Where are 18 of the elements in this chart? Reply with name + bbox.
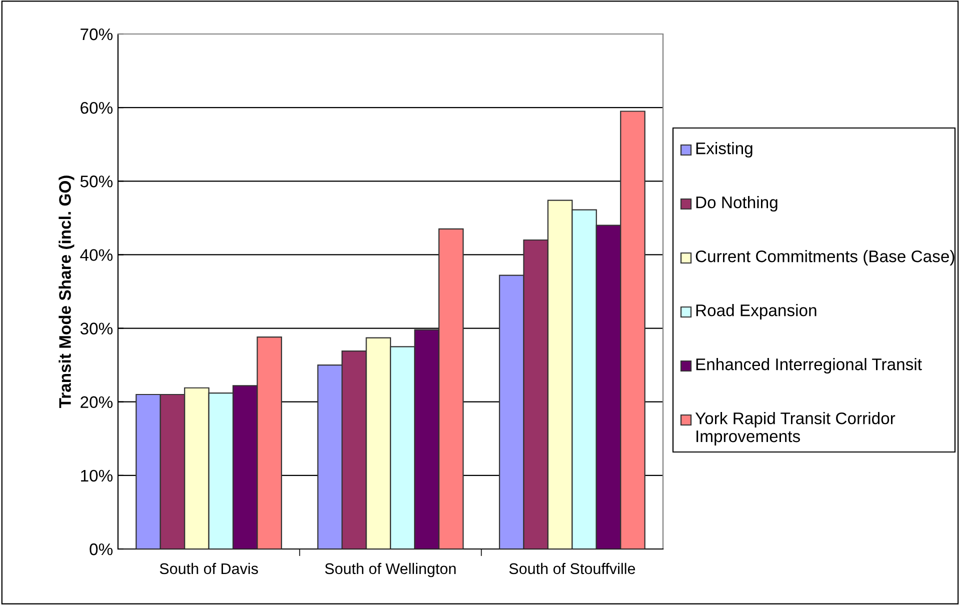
y-tick-label: 40% <box>80 249 113 261</box>
x-tick-label: South of Wellington <box>325 562 456 578</box>
legend-label: Do Nothing <box>696 196 778 212</box>
legend-label: Enhanced Interregional Transit <box>696 358 922 374</box>
y-tick-label: 10% <box>81 470 113 482</box>
y-tick-label: 60% <box>80 102 113 114</box>
y-tick-label: 20% <box>80 396 113 408</box>
x-tick-label: South of Stouffville <box>509 562 636 574</box>
y-tick-label: 70% <box>80 28 113 40</box>
legend-label: Existing <box>696 142 752 158</box>
y-tick-label: 30% <box>80 322 113 334</box>
legend-label: Road Expansion <box>696 304 816 320</box>
y-tick-label: 0% <box>90 543 113 556</box>
y-axis-title: Transit Mode Share (incl. GO) <box>58 176 74 408</box>
legend-label: Current Commitments (Base Case) <box>696 250 954 266</box>
legend-label: York Rapid Transit Corridor Improvements <box>695 412 896 446</box>
x-tick-label: South of Davis <box>160 562 258 574</box>
y-tick-label: 50% <box>80 176 113 188</box>
